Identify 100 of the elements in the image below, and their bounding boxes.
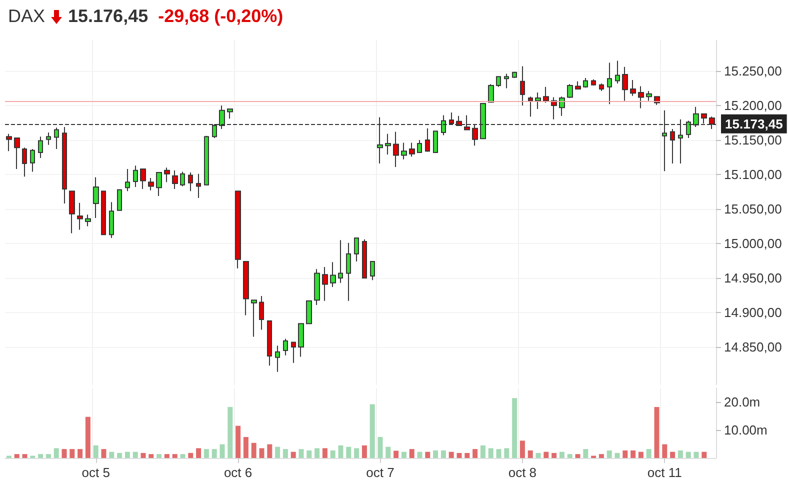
candlestick [38, 136, 43, 158]
candlestick [575, 80, 581, 90]
bar [662, 444, 668, 458]
candlestick [567, 84, 573, 98]
candlestick [77, 202, 83, 230]
bar [378, 437, 383, 458]
bar [156, 454, 162, 458]
bar [101, 449, 106, 458]
candlestick [275, 345, 280, 372]
bar [417, 452, 422, 458]
candlestick [14, 137, 20, 170]
x-tick-label: oct 6 [224, 465, 252, 480]
bar [140, 452, 146, 458]
bar [496, 449, 502, 458]
bar [544, 452, 549, 458]
bar [70, 449, 75, 458]
candlestick [559, 96, 565, 116]
bar [124, 452, 130, 458]
bar [456, 452, 462, 458]
bar [188, 452, 194, 458]
bar [54, 448, 59, 458]
bar [552, 452, 557, 458]
candlestick [393, 131, 399, 168]
candlestick [140, 168, 146, 190]
candlestick [528, 96, 533, 118]
candlestick [322, 266, 328, 302]
candlestick [156, 172, 162, 196]
bar [440, 450, 446, 458]
bar [117, 452, 122, 458]
bar [132, 452, 138, 458]
bar [196, 448, 202, 458]
bar [172, 454, 178, 458]
bar [583, 449, 588, 458]
y-tick-label: 15.100,00 [724, 167, 782, 182]
candlestick [535, 92, 541, 110]
y-tick-label: 14.850,00 [724, 340, 782, 355]
candlestick [670, 128, 675, 164]
bar [694, 452, 699, 458]
bar [282, 449, 288, 458]
bar [22, 454, 28, 458]
y-tick-label: 15.150,00 [724, 132, 782, 148]
text: -29,68 (-0,20%) [158, 6, 284, 27]
candlestick [362, 238, 367, 279]
candlestick [583, 77, 588, 88]
candlestick [62, 126, 67, 204]
bar [480, 445, 486, 458]
candlestick [164, 167, 170, 183]
bar [14, 454, 20, 458]
bar [259, 448, 264, 458]
bar [322, 448, 328, 458]
bar [678, 450, 683, 458]
bar [78, 449, 83, 458]
bar [575, 454, 580, 458]
bar [536, 452, 541, 458]
bar [622, 450, 628, 458]
bar [62, 449, 67, 458]
candlestick [607, 62, 612, 105]
x-tick-label: oct 5 [82, 465, 110, 480]
bar [512, 398, 518, 458]
bar [386, 446, 391, 458]
bar [401, 452, 406, 458]
bar [654, 407, 660, 458]
bar [298, 449, 304, 458]
candlestick [346, 242, 351, 302]
bar [148, 454, 154, 458]
candlestick [101, 190, 106, 236]
candlestick [409, 142, 415, 158]
bar [85, 416, 90, 458]
candlestick [243, 260, 249, 316]
candlestick [85, 214, 91, 227]
bar [251, 442, 256, 458]
y-tick-label: 10.00m [724, 422, 768, 438]
bar [370, 404, 375, 458]
bar [204, 449, 209, 458]
bar [567, 454, 572, 458]
bar [46, 454, 51, 458]
bar [559, 452, 564, 458]
candlestick [488, 84, 494, 103]
bar [448, 452, 454, 458]
candlestick [338, 240, 343, 284]
candlestick [306, 300, 312, 324]
candlestick [196, 173, 201, 199]
bar [630, 450, 636, 458]
y-tick-label: 14.950,00 [724, 270, 782, 286]
candlestick [354, 238, 359, 262]
bar [520, 440, 525, 458]
candlestick [30, 148, 35, 172]
bar [606, 450, 612, 458]
candlestick [148, 178, 154, 191]
candlestick [291, 342, 296, 364]
bar [686, 452, 691, 458]
x-tick-label: oct 8 [508, 465, 537, 480]
candlestick [283, 338, 288, 356]
y-tick-label: 15.250,00 [724, 64, 782, 79]
candlestick [117, 189, 122, 211]
bar [330, 450, 336, 458]
candlestick [425, 128, 430, 152]
bar [275, 446, 280, 458]
candlestick [638, 86, 644, 109]
candlestick [330, 262, 336, 288]
